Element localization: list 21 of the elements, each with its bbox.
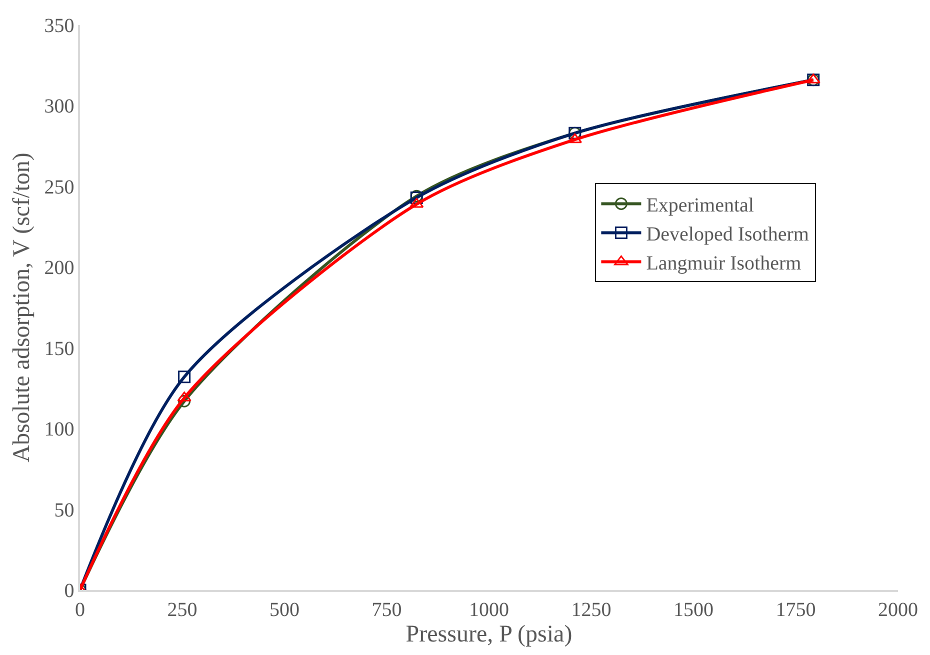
y-tick-label: 100 (44, 418, 74, 441)
y-tick-label: 250 (44, 176, 74, 198)
y-tick-label: 200 (44, 257, 74, 280)
x-tick-label: 750 (372, 598, 402, 621)
x-tick-label: 2000 (878, 598, 918, 621)
x-tick-label: 250 (167, 598, 198, 621)
x-axis-title: Pressure, P (psia) (406, 622, 572, 648)
legend-label: Developed Isotherm (646, 224, 810, 246)
y-tick-label: 150 (44, 338, 74, 360)
legend-label: Langmuir Isotherm (646, 252, 802, 274)
x-tick-label: 1750 (776, 598, 816, 621)
x-tick-label: 1000 (469, 598, 509, 621)
x-tick-label: 1250 (571, 598, 612, 621)
y-tick-label: 50 (54, 499, 74, 522)
y-tick-label: 300 (44, 96, 74, 118)
x-tick-label: 500 (270, 598, 300, 621)
x-tick-label: 1500 (674, 598, 714, 621)
y-tick-label: 350 (44, 15, 74, 37)
y-tick-label: 0 (64, 580, 74, 602)
legend-label: Experimental (646, 194, 754, 216)
y-axis-title: Absolute adsorption, V (scf/ton) (8, 152, 35, 462)
